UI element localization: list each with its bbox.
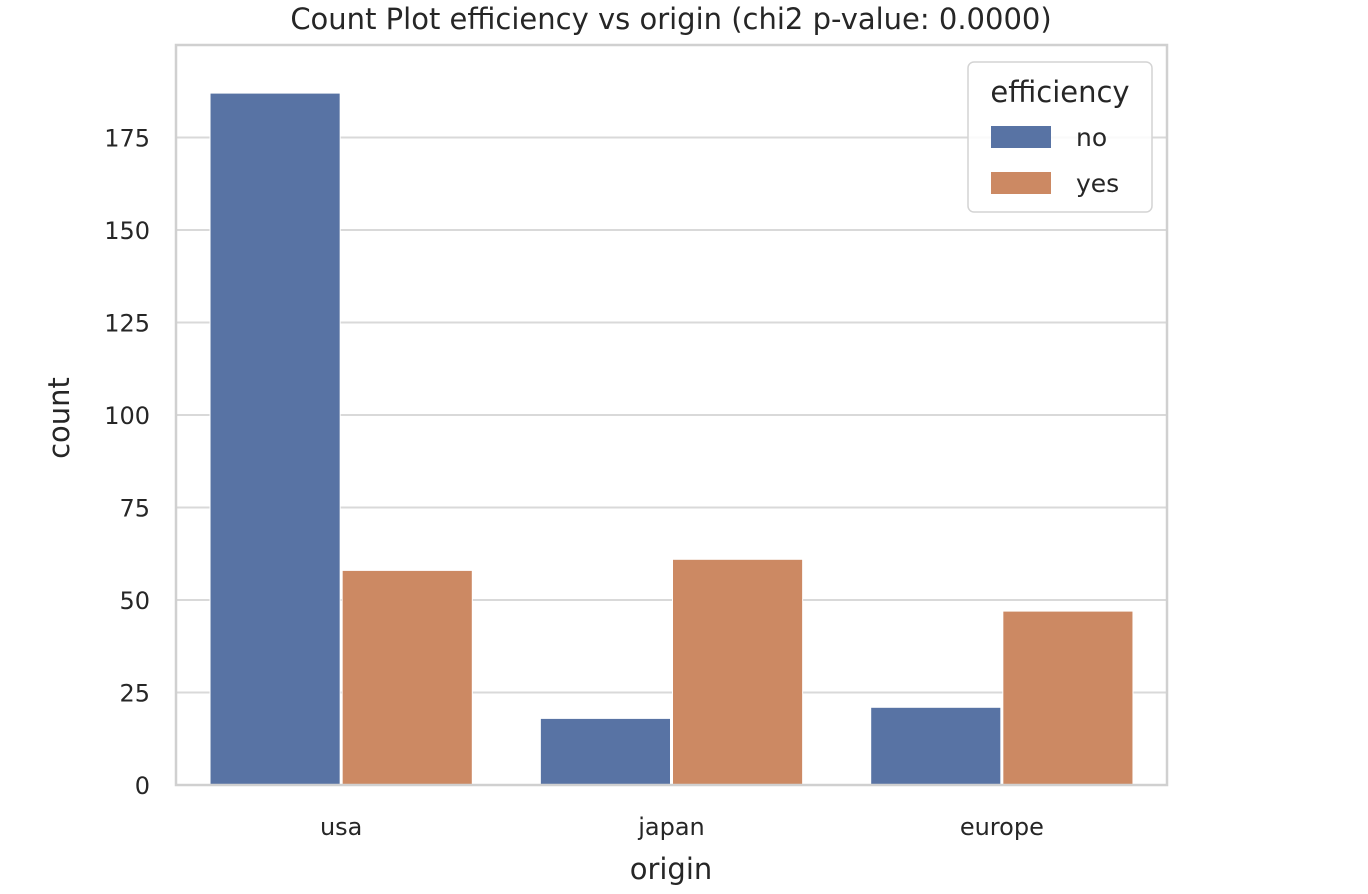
gridlines bbox=[176, 136, 1167, 786]
legend-entries: no yes bbox=[991, 123, 1119, 198]
legend-title: efficiency bbox=[990, 75, 1129, 109]
legend: efficiency no yes bbox=[967, 61, 1153, 213]
x-tick-label: usa bbox=[320, 813, 362, 841]
y-tick-label: 125 bbox=[104, 310, 150, 338]
y-tick-label: 75 bbox=[119, 495, 150, 523]
bar-japan-yes bbox=[672, 558, 804, 786]
legend-label-yes: yes bbox=[1076, 169, 1119, 198]
y-tick-label: 0 bbox=[135, 772, 150, 800]
y-tick-label: 50 bbox=[119, 587, 150, 615]
y-axis-label: count bbox=[42, 377, 76, 459]
chart-title: Count Plot efficiency vs origin (chi2 p-… bbox=[290, 2, 1051, 36]
bar-usa-no bbox=[209, 92, 341, 786]
legend-label-no: no bbox=[1076, 123, 1107, 152]
y-tick-label: 150 bbox=[104, 217, 150, 245]
x-axis-ticks: usa japan europe bbox=[320, 813, 1044, 841]
x-tick-label: japan bbox=[637, 813, 705, 841]
x-axis-label: origin bbox=[630, 852, 713, 886]
bar-japan-no bbox=[539, 717, 671, 786]
y-tick-label: 100 bbox=[104, 402, 150, 430]
bar-usa-yes bbox=[341, 569, 473, 786]
y-axis-ticks: 0 25 50 75 100 125 150 175 bbox=[104, 125, 150, 801]
y-tick-label: 25 bbox=[119, 680, 150, 708]
bars bbox=[209, 92, 1134, 786]
bar-europe-yes bbox=[1002, 610, 1134, 786]
legend-swatch-yes bbox=[991, 172, 1051, 194]
plot-frame bbox=[174, 43, 1169, 787]
legend-swatch-no bbox=[991, 126, 1051, 148]
y-tick-label: 175 bbox=[104, 125, 150, 153]
x-tick-label: europe bbox=[960, 813, 1044, 841]
bar-europe-no bbox=[870, 706, 1002, 786]
